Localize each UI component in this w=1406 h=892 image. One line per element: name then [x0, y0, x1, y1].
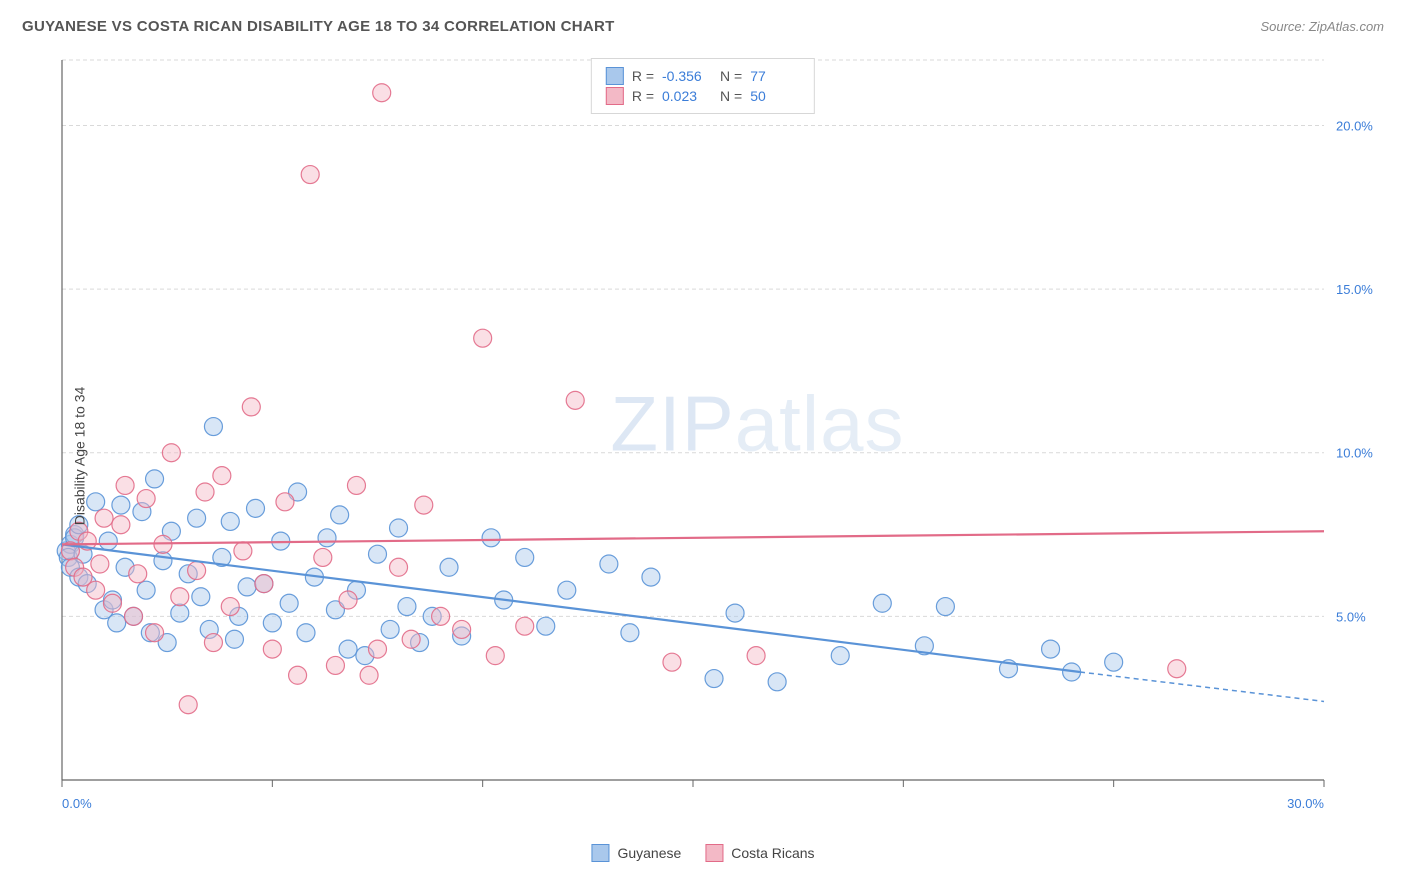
swatch-guyanese-bottom — [591, 844, 609, 862]
legend-item-costa-ricans: Costa Ricans — [705, 844, 814, 862]
svg-text:20.0%: 20.0% — [1336, 118, 1373, 133]
r-value-guyanese: -0.356 — [662, 68, 712, 84]
series-legend: Guyanese Costa Ricans — [591, 844, 814, 862]
swatch-costa-ricans-bottom — [705, 844, 723, 862]
source-text: Source: ZipAtlas.com — [1260, 19, 1384, 34]
svg-text:0.0%: 0.0% — [62, 796, 92, 811]
legend-label-costa-ricans: Costa Ricans — [731, 845, 814, 861]
n-label: N = — [720, 68, 742, 84]
legend-label-guyanese: Guyanese — [617, 845, 681, 861]
swatch-guyanese — [606, 67, 624, 85]
chart-title: GUYANESE VS COSTA RICAN DISABILITY AGE 1… — [22, 18, 615, 35]
legend-row-costa-ricans: R = 0.023 N = 50 — [606, 87, 800, 105]
svg-text:15.0%: 15.0% — [1336, 282, 1373, 297]
svg-text:30.0%: 30.0% — [1287, 796, 1324, 811]
r-label: R = — [632, 68, 654, 84]
swatch-costa-ricans — [606, 87, 624, 105]
svg-text:10.0%: 10.0% — [1336, 446, 1373, 461]
r-label: R = — [632, 88, 654, 104]
svg-text:5.0%: 5.0% — [1336, 609, 1366, 624]
y-axis-label: Disability Age 18 to 34 — [71, 387, 87, 526]
r-value-costa-ricans: 0.023 — [662, 88, 712, 104]
correlation-legend: R = -0.356 N = 77 R = 0.023 N = 50 — [591, 58, 815, 114]
scatter-plot: 5.0% 10.0% 15.0% 20.0% 0.0% 30.0% — [22, 50, 1384, 830]
chart-container: Disability Age 18 to 34 ZIPatlas R = -0.… — [22, 50, 1384, 862]
legend-row-guyanese: R = -0.356 N = 77 — [606, 67, 800, 85]
n-value-costa-ricans: 50 — [750, 88, 800, 104]
n-value-guyanese: 77 — [750, 68, 800, 84]
legend-item-guyanese: Guyanese — [591, 844, 681, 862]
n-label: N = — [720, 88, 742, 104]
